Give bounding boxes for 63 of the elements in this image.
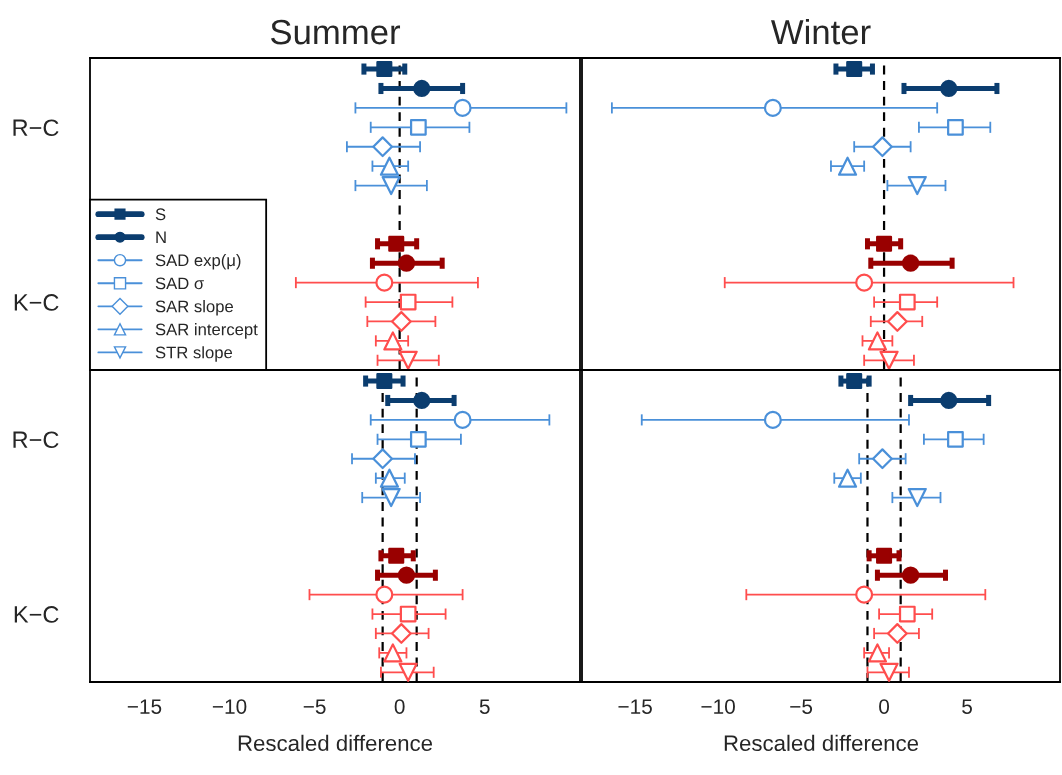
x-tick-label: −10 xyxy=(212,699,247,714)
x-tick-label: −10 xyxy=(701,699,735,714)
legend-label: N xyxy=(156,231,166,244)
chart-title: Summer xyxy=(270,19,401,45)
point xyxy=(409,430,427,448)
point xyxy=(381,175,401,196)
legend-label: SAD exp(μ) xyxy=(155,253,241,270)
point xyxy=(871,136,893,158)
x-axis-title: Rescaled difference xyxy=(238,734,433,752)
point xyxy=(372,448,394,470)
legend-label: STR slope xyxy=(155,346,233,362)
point xyxy=(763,98,782,117)
x-tick-label: 0 xyxy=(394,699,405,714)
x-tick-label: 0 xyxy=(879,699,890,714)
point xyxy=(907,175,927,196)
point xyxy=(879,662,899,682)
point xyxy=(855,273,874,292)
x-tick-label: −15 xyxy=(618,699,652,714)
point xyxy=(879,350,899,370)
point xyxy=(379,468,400,488)
point xyxy=(898,293,916,311)
point xyxy=(372,136,394,158)
point xyxy=(383,331,403,351)
point xyxy=(390,311,412,332)
point xyxy=(763,410,782,429)
x-tick-label: 5 xyxy=(962,699,972,714)
point xyxy=(379,156,400,176)
point xyxy=(383,643,403,663)
y-tick-label: R−C xyxy=(13,431,59,449)
point xyxy=(898,605,916,623)
y-tick-label: K−C xyxy=(14,294,59,311)
point xyxy=(409,118,427,136)
point xyxy=(398,662,418,682)
x-tick-label: −15 xyxy=(127,699,162,714)
point xyxy=(399,605,417,623)
point xyxy=(453,410,472,429)
point xyxy=(947,118,964,136)
point xyxy=(381,487,401,508)
point xyxy=(398,350,418,370)
y-tick-label: K−C xyxy=(14,606,59,623)
legend-label: SAD σ xyxy=(155,277,204,290)
legend-label: SAR slope xyxy=(155,300,233,316)
point xyxy=(837,156,858,176)
x-tick-label: −5 xyxy=(790,699,813,714)
legend-label: SAR intercept xyxy=(155,323,258,339)
x-axis-title: Rescaled difference xyxy=(724,734,919,752)
point xyxy=(947,430,964,448)
point xyxy=(886,623,908,644)
point xyxy=(855,585,874,604)
x-tick-label: −5 xyxy=(303,699,326,714)
legend-label: S xyxy=(155,208,166,221)
point xyxy=(375,273,394,292)
point xyxy=(453,98,472,117)
point xyxy=(399,293,417,311)
point xyxy=(867,331,888,351)
chart-title: Winter xyxy=(770,18,871,45)
point xyxy=(886,311,908,332)
x-tick-label: 5 xyxy=(479,699,490,714)
point xyxy=(390,623,412,644)
point xyxy=(907,487,927,508)
point xyxy=(871,448,893,470)
point xyxy=(375,585,394,604)
y-tick-label: R−C xyxy=(13,119,59,137)
